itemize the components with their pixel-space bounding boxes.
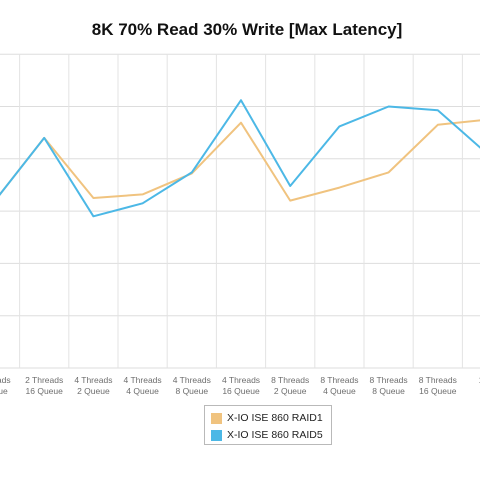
- x-tick-label: 8 Threads 2 Queue: [271, 375, 309, 396]
- legend-swatch-raid1: [211, 412, 222, 424]
- x-tick-label: ThreadsQueue: [0, 375, 11, 396]
- legend-item-raid1: X-IO ISE 860 RAID1: [211, 411, 323, 425]
- x-tick-label: 2 Threads 16 Queue: [25, 375, 63, 396]
- series-line-raid1: [0, 119, 480, 202]
- chart-title: 8K 70% Read 30% Write [Max Latency]: [92, 20, 403, 39]
- x-tick-label: 8 Threads 16 Queue: [419, 375, 457, 396]
- x-tick-label: 4 Threads 16 Queue: [222, 375, 260, 396]
- x-tick-label: 8 Threads 8 Queue: [370, 375, 408, 396]
- series-line-raid5: [0, 99, 480, 218]
- legend-label-raid1: X-IO ISE 860 RAID1: [227, 412, 323, 424]
- legend: X-IO ISE 860 RAID1 X-IO ISE 860 RAID5: [204, 405, 332, 445]
- x-tick-label: 4 Threads 8 Queue: [173, 375, 211, 396]
- legend-item-raid5: X-IO ISE 860 RAID5: [211, 428, 323, 442]
- legend-label-raid5: X-IO ISE 860 RAID5: [227, 429, 323, 441]
- x-tick-label: 8 Threads 4 Queue: [320, 375, 358, 396]
- series-lines: [0, 99, 480, 218]
- x-tick-label: 4 Threads 2 Queue: [74, 375, 112, 396]
- legend-swatch-raid5: [211, 429, 222, 441]
- x-tick-label: 4 Threads 4 Queue: [124, 375, 162, 396]
- x-tick-label: 16 T2 Q: [479, 375, 480, 396]
- gridlines: [0, 53, 480, 369]
